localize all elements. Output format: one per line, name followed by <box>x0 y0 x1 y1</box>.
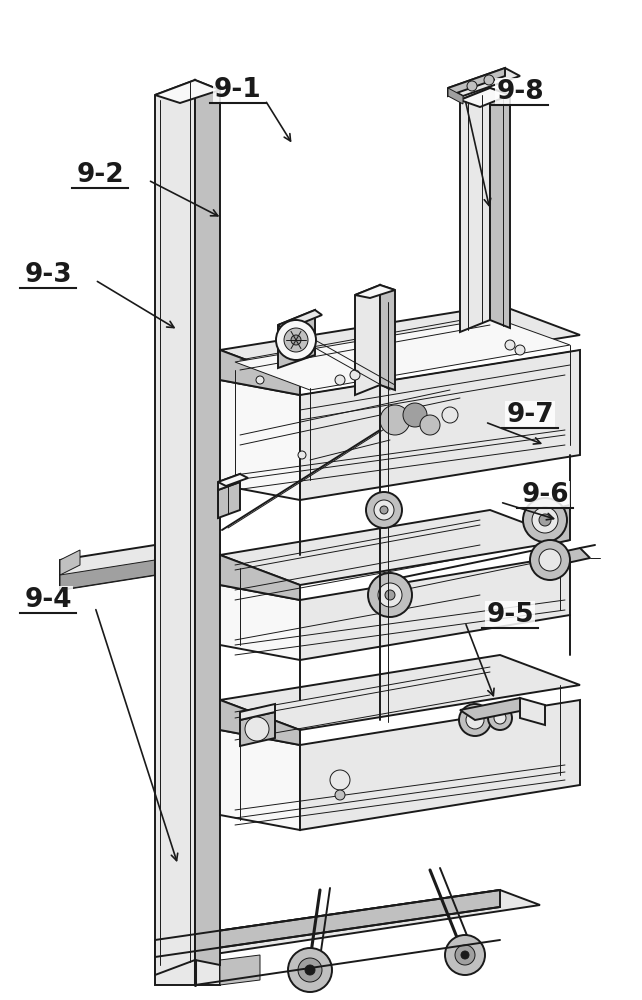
Circle shape <box>494 712 506 724</box>
Circle shape <box>484 75 494 85</box>
Polygon shape <box>520 698 545 725</box>
Polygon shape <box>460 88 510 107</box>
Polygon shape <box>220 305 580 380</box>
Polygon shape <box>220 510 570 585</box>
Circle shape <box>366 492 402 528</box>
Circle shape <box>467 81 477 91</box>
Polygon shape <box>220 350 300 395</box>
Circle shape <box>374 500 394 520</box>
Polygon shape <box>355 285 395 298</box>
Circle shape <box>461 951 469 959</box>
Polygon shape <box>300 350 580 500</box>
Polygon shape <box>218 474 240 490</box>
Polygon shape <box>60 560 155 590</box>
Circle shape <box>291 335 301 345</box>
Circle shape <box>368 573 412 617</box>
Circle shape <box>378 583 402 607</box>
Circle shape <box>445 935 485 975</box>
Circle shape <box>420 415 440 435</box>
Polygon shape <box>460 88 490 332</box>
Text: 9-6: 9-6 <box>521 482 569 508</box>
Circle shape <box>305 965 315 975</box>
Circle shape <box>532 507 558 533</box>
Circle shape <box>442 407 458 423</box>
Polygon shape <box>220 555 300 600</box>
Polygon shape <box>300 700 580 830</box>
Polygon shape <box>60 545 155 590</box>
Circle shape <box>459 704 491 736</box>
Text: 9-8: 9-8 <box>496 79 544 105</box>
Polygon shape <box>220 380 300 500</box>
Polygon shape <box>548 548 590 565</box>
Polygon shape <box>240 712 275 746</box>
Text: 9-1: 9-1 <box>214 77 262 103</box>
Circle shape <box>505 340 515 350</box>
Circle shape <box>515 345 525 355</box>
Polygon shape <box>278 310 315 368</box>
Circle shape <box>284 328 308 352</box>
Circle shape <box>298 451 306 459</box>
Polygon shape <box>220 655 580 730</box>
Circle shape <box>385 590 395 600</box>
Text: 9-3: 9-3 <box>24 262 72 288</box>
Circle shape <box>466 711 484 729</box>
Polygon shape <box>218 482 240 518</box>
Polygon shape <box>355 285 380 395</box>
Text: 9-5: 9-5 <box>486 602 534 628</box>
Text: 9-4: 9-4 <box>24 587 72 613</box>
Polygon shape <box>195 80 220 965</box>
Circle shape <box>330 770 350 790</box>
Polygon shape <box>448 68 505 96</box>
Polygon shape <box>448 68 520 96</box>
Circle shape <box>523 498 567 542</box>
Polygon shape <box>380 285 395 390</box>
Circle shape <box>403 403 427 427</box>
Circle shape <box>298 958 322 982</box>
Circle shape <box>380 405 410 435</box>
Polygon shape <box>220 730 300 830</box>
Polygon shape <box>155 80 195 975</box>
Text: 9-2: 9-2 <box>76 162 124 188</box>
Polygon shape <box>235 318 570 390</box>
Circle shape <box>488 706 512 730</box>
Circle shape <box>276 320 316 360</box>
Circle shape <box>256 376 264 384</box>
Polygon shape <box>218 474 248 486</box>
Polygon shape <box>448 88 463 104</box>
Text: 9-7: 9-7 <box>506 402 554 428</box>
Circle shape <box>530 540 570 580</box>
Polygon shape <box>220 700 300 745</box>
Polygon shape <box>300 555 570 660</box>
Circle shape <box>245 717 269 741</box>
Circle shape <box>335 790 345 800</box>
Polygon shape <box>548 505 570 545</box>
Polygon shape <box>460 698 535 720</box>
Circle shape <box>539 549 561 571</box>
Circle shape <box>539 514 551 526</box>
Polygon shape <box>240 704 275 720</box>
Polygon shape <box>155 80 220 103</box>
Polygon shape <box>60 550 80 575</box>
Polygon shape <box>155 530 220 575</box>
Polygon shape <box>220 585 300 660</box>
Polygon shape <box>155 957 220 985</box>
Polygon shape <box>155 890 500 957</box>
Circle shape <box>455 945 475 965</box>
Circle shape <box>380 506 388 514</box>
Circle shape <box>350 370 360 380</box>
Polygon shape <box>278 310 322 330</box>
Polygon shape <box>155 890 540 957</box>
Polygon shape <box>490 88 510 328</box>
Polygon shape <box>220 955 260 985</box>
Circle shape <box>335 375 345 385</box>
Circle shape <box>288 948 332 992</box>
